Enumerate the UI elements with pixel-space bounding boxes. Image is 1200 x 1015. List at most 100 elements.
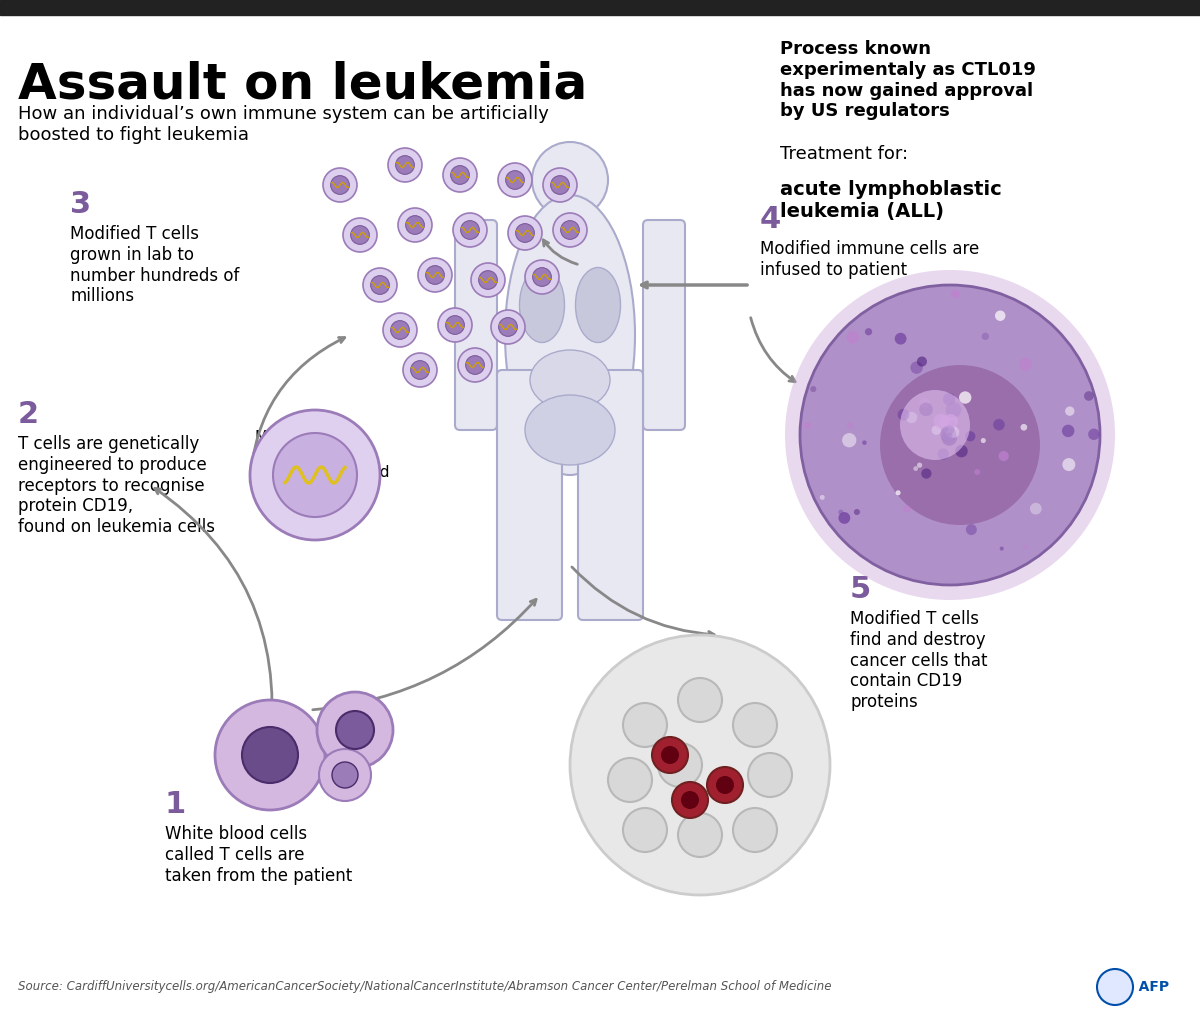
Circle shape — [391, 321, 409, 339]
Circle shape — [943, 423, 956, 435]
Circle shape — [608, 758, 652, 802]
Circle shape — [948, 420, 955, 427]
Circle shape — [332, 762, 358, 788]
Circle shape — [904, 505, 911, 513]
Circle shape — [947, 432, 953, 438]
Circle shape — [846, 331, 859, 344]
Circle shape — [941, 426, 956, 443]
Circle shape — [965, 431, 976, 442]
Circle shape — [461, 220, 479, 240]
Circle shape — [652, 737, 688, 773]
Circle shape — [974, 469, 980, 475]
Circle shape — [466, 355, 485, 375]
Circle shape — [940, 415, 952, 427]
Circle shape — [733, 808, 778, 852]
Circle shape — [785, 270, 1115, 600]
Text: 5: 5 — [850, 576, 871, 604]
Circle shape — [505, 171, 524, 190]
Circle shape — [499, 318, 517, 336]
Text: White blood cells
called T cells are
taken from the patient: White blood cells called T cells are tak… — [166, 825, 353, 885]
Circle shape — [931, 425, 941, 434]
Circle shape — [343, 218, 377, 252]
Circle shape — [716, 776, 734, 794]
Circle shape — [1030, 502, 1042, 515]
Circle shape — [880, 365, 1040, 525]
Circle shape — [451, 165, 469, 185]
Circle shape — [922, 468, 931, 479]
Circle shape — [1000, 546, 1003, 550]
Circle shape — [388, 148, 422, 182]
Circle shape — [1088, 428, 1099, 439]
Circle shape — [274, 433, 358, 517]
Ellipse shape — [526, 395, 616, 465]
Text: 2: 2 — [18, 400, 40, 429]
Circle shape — [917, 356, 926, 366]
Circle shape — [959, 392, 971, 404]
Circle shape — [1022, 544, 1027, 549]
Circle shape — [658, 743, 702, 787]
Text: Assault on leukemia: Assault on leukemia — [18, 60, 587, 108]
Circle shape — [948, 426, 959, 437]
Circle shape — [898, 409, 910, 420]
Circle shape — [533, 268, 551, 286]
Circle shape — [854, 509, 860, 515]
Circle shape — [800, 285, 1100, 585]
Circle shape — [748, 753, 792, 797]
Text: 4: 4 — [760, 205, 781, 234]
Circle shape — [943, 414, 958, 429]
Circle shape — [331, 176, 349, 194]
Circle shape — [934, 414, 949, 428]
Circle shape — [661, 746, 679, 764]
Circle shape — [1019, 358, 1032, 370]
Circle shape — [865, 328, 872, 335]
Circle shape — [810, 386, 816, 392]
Circle shape — [994, 419, 1004, 430]
Text: Modified virus
used to deliver
materials needed
into cell’s DNA: Modified virus used to deliver materials… — [254, 430, 390, 497]
Circle shape — [820, 495, 824, 499]
Circle shape — [323, 168, 358, 202]
Circle shape — [623, 808, 667, 852]
Circle shape — [491, 310, 526, 344]
Circle shape — [1062, 424, 1074, 437]
Circle shape — [242, 727, 298, 783]
Circle shape — [319, 749, 371, 801]
FancyBboxPatch shape — [497, 370, 562, 620]
Circle shape — [919, 398, 930, 408]
Circle shape — [980, 438, 986, 444]
Circle shape — [1084, 391, 1093, 401]
Circle shape — [707, 767, 743, 803]
Circle shape — [498, 163, 532, 197]
Text: Modified T cells
find and destroy
cancer cells that
contain CD19
proteins: Modified T cells find and destroy cancer… — [850, 610, 988, 712]
Circle shape — [406, 215, 425, 234]
Circle shape — [895, 333, 906, 344]
Circle shape — [542, 168, 577, 202]
Circle shape — [906, 412, 917, 423]
Circle shape — [839, 510, 844, 515]
Circle shape — [371, 276, 389, 294]
Circle shape — [919, 403, 932, 416]
Circle shape — [383, 313, 418, 347]
Ellipse shape — [530, 350, 610, 410]
Circle shape — [396, 155, 414, 175]
Circle shape — [998, 451, 1009, 461]
Circle shape — [1062, 458, 1075, 471]
Circle shape — [426, 266, 444, 284]
Circle shape — [682, 791, 698, 809]
Text: acute lymphoblastic
leukemia (ALL): acute lymphoblastic leukemia (ALL) — [780, 180, 1002, 221]
Circle shape — [526, 260, 559, 294]
Circle shape — [398, 208, 432, 242]
Circle shape — [943, 424, 954, 435]
Circle shape — [900, 390, 970, 460]
Ellipse shape — [576, 268, 620, 342]
Text: Treatment for:: Treatment for: — [780, 145, 908, 163]
Text: T cells are genetically
engineered to produce
receptors to recognise
protein CD1: T cells are genetically engineered to pr… — [18, 435, 215, 536]
Circle shape — [1066, 406, 1074, 416]
Circle shape — [966, 524, 977, 535]
Circle shape — [917, 463, 922, 468]
Circle shape — [438, 308, 472, 342]
Circle shape — [955, 445, 967, 458]
Circle shape — [250, 410, 380, 540]
Circle shape — [516, 223, 534, 243]
Circle shape — [672, 782, 708, 818]
Circle shape — [317, 692, 394, 768]
